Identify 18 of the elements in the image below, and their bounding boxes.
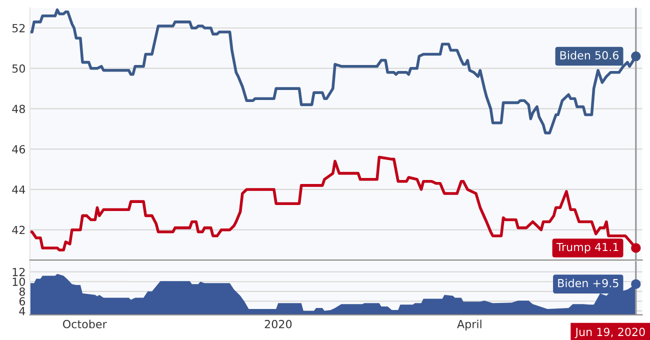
y-tick-label: 4 — [19, 307, 26, 316]
y-tick-label: 50 — [12, 64, 25, 73]
y-tick-label: 46 — [12, 145, 26, 154]
x-tick-label: October — [62, 320, 107, 328]
x-tick-label: 2020 — [264, 320, 292, 328]
annotation: Biden +9.5 — [558, 278, 618, 288]
y-tick-label: 48 — [12, 104, 25, 114]
y-tick-label: 10 — [12, 278, 25, 286]
y-tick-label: 42 — [12, 226, 25, 234]
annotation: Biden 50.6 — [560, 50, 619, 60]
y-tick-label: 12 — [12, 268, 25, 276]
ref-line-label: Jun 19, 2020 — [574, 328, 645, 338]
y-tick-label: 52 — [12, 24, 25, 32]
y-tick-label: 44 — [12, 186, 26, 194]
annotation: Trump 41.1 — [556, 242, 618, 254]
x-tick-label: April — [457, 320, 482, 330]
y-tick-label: 6 — [19, 297, 26, 306]
y-tick-label: 8 — [19, 287, 25, 296]
